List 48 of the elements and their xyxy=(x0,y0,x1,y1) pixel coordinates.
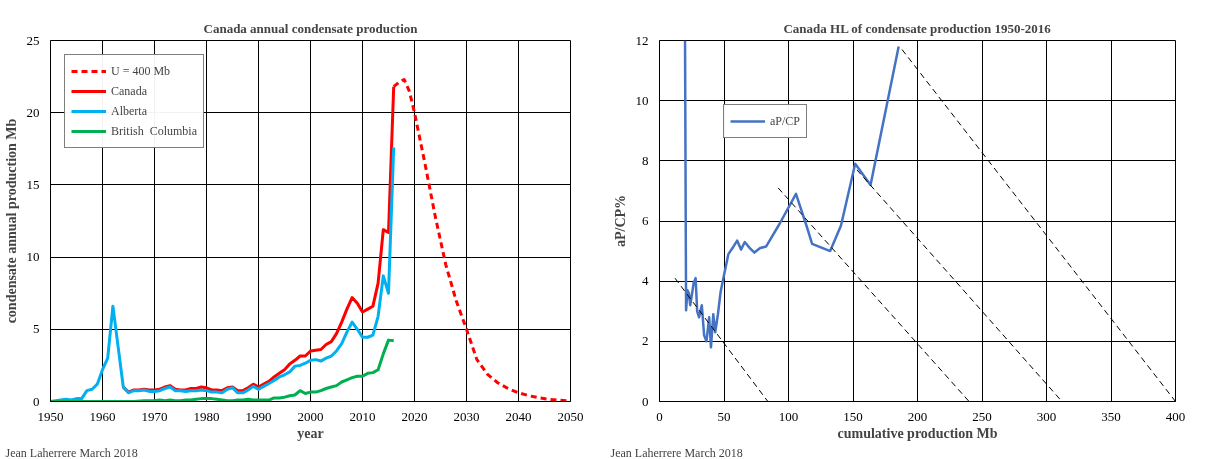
y-tick-label: 10 xyxy=(635,92,649,108)
y-tick-label: 2 xyxy=(642,333,649,349)
y-tick-label: 8 xyxy=(642,152,649,168)
x-tick-label: 1980 xyxy=(193,408,220,424)
y-tick-label: 25 xyxy=(26,32,40,48)
y-tick-label: 15 xyxy=(26,176,40,192)
x-tick-label: 200 xyxy=(907,408,928,424)
x-tick-label: 250 xyxy=(972,408,992,424)
y-tick-label: 4 xyxy=(642,273,649,289)
legend-label: Canada xyxy=(111,83,147,99)
x-tick-label: 2030 xyxy=(453,408,480,424)
chart-title: Canada HL of condensate production 1950-2016 xyxy=(783,20,1052,36)
line-series xyxy=(50,338,396,402)
y-tick-label: 0 xyxy=(642,393,649,409)
x-tick-label: 50 xyxy=(717,408,731,424)
x-tick-label: 400 xyxy=(1165,408,1186,424)
y-tick-label: 5 xyxy=(33,321,40,337)
x-tick-label: 1990 xyxy=(245,408,272,424)
y-tick-label: 6 xyxy=(642,213,649,228)
y-tick-label: 10 xyxy=(26,249,40,265)
legend-label: U = 400 Mb xyxy=(111,63,171,79)
chart-title: Canada annual condensate production xyxy=(203,20,419,36)
x-tick-label: 0 xyxy=(656,408,663,424)
x-tick-label: 2000 xyxy=(297,408,324,424)
legend-label: aP/CP xyxy=(770,113,801,129)
y-tick-label: 12 xyxy=(635,32,649,48)
x-tick-label: 100 xyxy=(778,408,799,424)
text: Jean Laherrere March 2018 xyxy=(5,445,138,459)
x-tick-label: 300 xyxy=(1036,408,1057,424)
x-tick-label: 1960 xyxy=(89,408,116,424)
x-tick-label: 2010 xyxy=(349,408,376,424)
x-tick-label: 2050 xyxy=(557,408,584,424)
x-tick-label: 1950 xyxy=(37,408,64,424)
x-tick-label: 150 xyxy=(843,408,863,424)
line-series xyxy=(683,40,900,349)
x-tick-label: 350 xyxy=(1101,408,1121,424)
legend-label: Alberta xyxy=(111,103,147,119)
x-tick-label: 2040 xyxy=(505,408,532,424)
y-tick-label: 20 xyxy=(26,104,40,120)
text: Jean Laherrere March 2018 xyxy=(610,445,743,459)
x-tick-label: 1970 xyxy=(141,408,168,424)
y-axis-title: aP/CP% xyxy=(612,194,628,248)
y-axis-title: condensate annual production Mb xyxy=(3,118,19,324)
x-axis-title: cumulative production Mb xyxy=(837,425,998,441)
x-tick-label: 2020 xyxy=(401,408,428,424)
x-axis-title: year xyxy=(297,425,324,441)
legend-label: British Columbia xyxy=(111,123,198,139)
y-tick-label: 0 xyxy=(33,393,40,409)
